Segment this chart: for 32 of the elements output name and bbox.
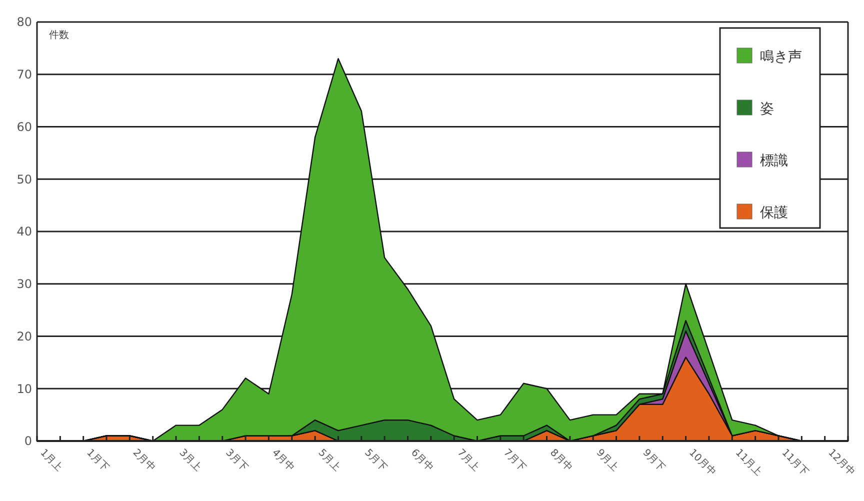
x-tick-label: 11月下 — [779, 447, 810, 478]
x-tick-label: 5月上 — [316, 446, 344, 474]
y-tick-label: 80 — [16, 15, 32, 30]
x-tick-label: 11月上 — [733, 446, 765, 478]
x-tick-label: 9月下 — [640, 447, 667, 474]
legend-label: 保護 — [760, 204, 788, 221]
y-axis-title: 件数 — [49, 30, 69, 41]
legend-label: 鳴き声 — [760, 48, 802, 65]
y-tick-label: 70 — [16, 68, 32, 82]
x-tick-label: 12月中 — [826, 446, 858, 478]
legend-label: 標識 — [760, 152, 788, 169]
y-tick-label: 10 — [16, 382, 32, 396]
y-tick-label: 20 — [16, 329, 32, 344]
x-tick-label: 3月上 — [176, 446, 204, 474]
x-tick-label: 10月中 — [686, 446, 718, 478]
x-tick-label: 7月上 — [454, 446, 482, 474]
y-tick-label: 40 — [16, 224, 32, 239]
x-tick-label: 1月下 — [84, 447, 111, 474]
x-tick-label: 9月上 — [594, 446, 622, 474]
x-tick-label: 8月中 — [548, 446, 575, 474]
x-tick-label: 2月中 — [130, 446, 158, 474]
y-tick-label: 60 — [16, 120, 32, 134]
x-tick-label: 5月下 — [362, 447, 389, 474]
y-tick-label: 30 — [16, 277, 32, 292]
y-tick-label: 50 — [16, 172, 32, 186]
x-tick-label: 6月中 — [408, 446, 436, 474]
x-tick-label: 7月下 — [501, 447, 528, 474]
y-tick-label: 0 — [24, 434, 32, 448]
x-tick-label: 4月中 — [270, 446, 297, 474]
x-tick-label: 1月上 — [38, 446, 66, 474]
x-tick-label: 3月下 — [223, 447, 250, 474]
legend-label: 姿 — [760, 100, 774, 117]
